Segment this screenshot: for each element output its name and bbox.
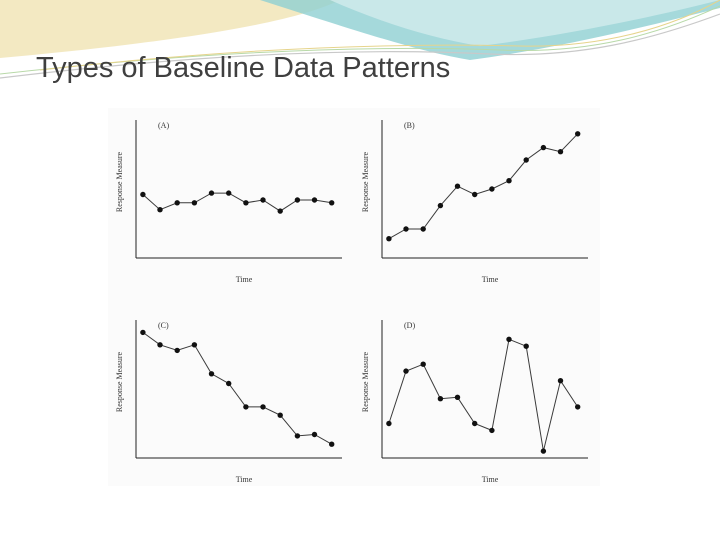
panel-b-point-3 — [420, 226, 426, 232]
panel-b-point-5 — [454, 183, 461, 189]
panel-c-point-9 — [277, 412, 283, 418]
panel-a-point-9 — [277, 208, 283, 214]
panel-a-xlabel: Time — [236, 275, 253, 284]
panel-c-series-line — [142, 331, 332, 445]
panel-b-point-6 — [472, 191, 478, 198]
panel-d-point-11 — [557, 378, 564, 384]
panel-d-xlabel: Time — [482, 475, 499, 484]
panel-c-point-11 — [311, 431, 318, 438]
panel-a-point-12 — [329, 200, 335, 206]
title-banner-decoration — [0, 0, 720, 79]
panel-a-series-line — [142, 192, 332, 212]
panel-b-point-8 — [506, 178, 512, 184]
panel-c: (C) Response Measure Time — [115, 320, 342, 484]
panel-b-point-11 — [557, 149, 564, 155]
panel-a-ylabel: Response Measure — [115, 151, 124, 212]
panel-d-point-3 — [420, 361, 426, 367]
panel-a: (A) Response Measure Time — [115, 120, 342, 284]
panel-c-point-2 — [157, 342, 163, 348]
panel-a-point-5 — [208, 190, 215, 196]
panel-a-point-11 — [311, 197, 318, 203]
panel-d-point-5 — [454, 394, 461, 400]
panel-b-markers — [386, 131, 581, 242]
panel-b-point-10 — [540, 144, 547, 151]
panel-a-point-8 — [260, 197, 266, 203]
panel-c-point-3 — [174, 347, 180, 354]
panel-d-point-2 — [403, 368, 409, 374]
panel-a-point-1 — [140, 191, 146, 198]
panel-c-xlabel: Time — [236, 475, 253, 484]
panel-d-point-12 — [575, 404, 581, 410]
panel-b: (B) Response Measure Time — [361, 120, 588, 284]
panel-d-point-6 — [472, 420, 478, 427]
banner-gold-wave — [0, 0, 340, 58]
panel-c-point-10 — [294, 433, 301, 439]
panel-d-point-4 — [437, 396, 444, 402]
panel-a-point-2 — [157, 207, 163, 213]
panel-b-ylabel: Response Measure — [361, 151, 370, 212]
panel-b-point-7 — [489, 186, 495, 192]
panel-d: (D) Response Measure Time — [361, 320, 588, 484]
panel-c-point-1 — [140, 329, 146, 336]
panel-d-series-line — [388, 338, 579, 452]
baseline-patterns-figure: (A) Response Measure Time (B) Response M… — [108, 108, 600, 486]
panel-b-point-9 — [523, 157, 529, 163]
panel-b-point-2 — [403, 226, 409, 232]
panel-c-point-8 — [260, 404, 266, 410]
banner-pale-wave — [330, 0, 720, 46]
panel-d-point-10 — [540, 448, 547, 454]
baseline-patterns-chart: (A) Response Measure Time (B) Response M… — [115, 120, 588, 484]
panel-d-point-7 — [489, 427, 495, 434]
panel-d-point-8 — [506, 336, 512, 342]
panel-d-markers — [386, 336, 581, 454]
panel-b-point-4 — [437, 202, 444, 209]
banner-line-3 — [39, 0, 720, 71]
panel-c-markers — [140, 329, 335, 447]
panel-a-point-7 — [243, 200, 249, 206]
panel-a-point-4 — [191, 200, 198, 206]
panel-b-label: (B) — [404, 121, 415, 130]
panel-c-point-7 — [243, 404, 249, 410]
panel-b-point-1 — [386, 236, 392, 242]
panel-a-label: (A) — [158, 121, 169, 130]
panel-b-series-line — [388, 133, 579, 240]
panel-c-label: (C) — [158, 321, 169, 330]
panel-a-markers — [140, 190, 335, 214]
panel-a-point-3 — [174, 200, 180, 206]
panel-a-point-10 — [294, 197, 301, 203]
panel-d-point-9 — [523, 343, 529, 349]
panel-c-point-5 — [208, 371, 215, 377]
panel-b-point-12 — [575, 131, 581, 137]
panel-c-point-12 — [329, 441, 335, 447]
slide-title: Types of Baseline Data Patterns — [36, 52, 451, 84]
panel-a-point-6 — [226, 190, 232, 196]
panel-c-ylabel: Response Measure — [115, 351, 124, 412]
panel-d-ylabel: Response Measure — [361, 351, 370, 412]
panel-b-xlabel: Time — [482, 275, 499, 284]
banner-line-1 — [0, 13, 720, 79]
panel-d-label: (D) — [404, 321, 415, 330]
panel-c-point-6 — [226, 380, 232, 387]
panel-c-point-4 — [191, 342, 198, 348]
panel-d-point-1 — [386, 420, 392, 427]
